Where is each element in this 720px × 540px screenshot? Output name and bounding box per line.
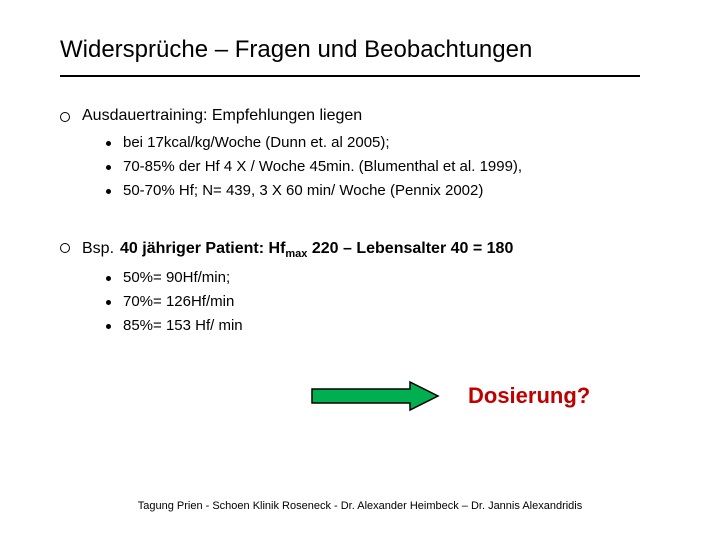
section-1: Ausdauertraining: Empfehlungen liegen be… [60,107,672,202]
callout-label: Dosierung? [468,383,590,409]
section-1-heading-row: Ausdauertraining: Empfehlungen liegen [60,107,672,125]
section-1-heading: Ausdauertraining: Empfehlungen liegen [82,107,362,125]
list-item-text: 70-85% der Hf 4 X / Woche 45min. (Blumen… [123,157,522,177]
arrow-right-icon [310,380,440,412]
bullet-circle-icon [60,243,70,253]
slide: Widersprüche – Fragen und Beobachtungen … [0,0,720,540]
list-item: 50%= 90Hf/min; [106,268,672,288]
list-item: 85%= 153 Hf/ min [106,316,672,336]
section-2-heading-row: Bsp. 40 jähriger Patient: Hfmax 220 – Le… [60,238,672,260]
slide-title: Widersprüche – Fragen und Beobachtungen [60,36,672,65]
list-item: 70%= 126Hf/min [106,292,672,312]
list-item-text: 50-70% Hf; N= 439, 3 X 60 min/ Woche (Pe… [123,181,483,201]
list-item: 70-85% der Hf 4 X / Woche 45min. (Blumen… [106,157,672,177]
heading-sub: max [285,248,307,260]
list-item-text: 70%= 126Hf/min [123,292,234,312]
footer-text: Tagung Prien - Schoen Klinik Roseneck - … [0,500,720,512]
title-underline [60,75,640,77]
section-2-list: 50%= 90Hf/min; 70%= 126Hf/min 85%= 153 H… [60,268,672,337]
list-item-text: 50%= 90Hf/min; [123,268,230,288]
heading-post: 220 – Lebensalter 40 = 180 [307,240,513,257]
heading-pre: 40 jähriger Patient: Hf [120,240,285,257]
bullet-circle-icon [60,112,70,122]
list-item-text: 85%= 153 Hf/ min [123,316,243,336]
bullet-dot-icon [106,324,111,329]
arrow-row: Dosierung? [310,380,590,412]
section-2-heading: 40 jähriger Patient: Hfmax 220 – Lebensa… [120,240,513,260]
bullet-dot-icon [106,276,111,281]
section-2-label: Bsp. [82,240,114,258]
list-item: bei 17kcal/kg/Woche (Dunn et. al 2005); [106,133,672,153]
list-item-text: bei 17kcal/kg/Woche (Dunn et. al 2005); [123,133,390,153]
list-item: 50-70% Hf; N= 439, 3 X 60 min/ Woche (Pe… [106,181,672,201]
bullet-dot-icon [106,189,111,194]
bullet-dot-icon [106,300,111,305]
bullet-dot-icon [106,141,111,146]
bullet-dot-icon [106,165,111,170]
arrow-shape [312,382,438,410]
